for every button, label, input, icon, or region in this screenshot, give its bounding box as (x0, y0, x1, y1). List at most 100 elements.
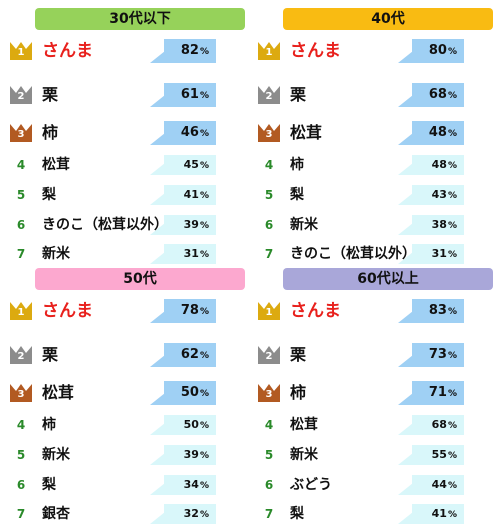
rank-number: 7 (16, 247, 26, 261)
item-name: さんま (290, 41, 341, 61)
percent-unit: % (199, 389, 209, 399)
percentage-value: 32% (165, 504, 209, 525)
rank-number: 1 (17, 47, 25, 58)
percentage-value: 31% (413, 244, 457, 265)
rank-number: 3 (17, 129, 25, 140)
percentage-number: 50 (183, 418, 199, 431)
ranking-row: 1 さんま 83% (258, 296, 468, 326)
percentage-number: 46 (180, 125, 199, 140)
percentage-number: 32 (183, 507, 199, 520)
item-name: 栗 (42, 85, 59, 104)
percentage-number: 31 (431, 247, 447, 260)
percent-unit: % (199, 307, 209, 317)
percentage-value: 44% (413, 475, 457, 496)
item-name: さんま (42, 301, 93, 321)
percentage-number: 73 (428, 347, 447, 362)
rank-number: 5 (16, 448, 26, 462)
percent-unit: % (447, 421, 457, 431)
ranking-row: 3 柿 46% (10, 118, 220, 148)
bronze-crown-icon: 3 (258, 124, 280, 142)
percentage-value: 38% (413, 215, 457, 236)
item-name: 柿 (290, 383, 307, 402)
panel-header: 30代以下 (35, 8, 245, 30)
item-name: 梨 (290, 187, 304, 203)
rank-number: 1 (265, 307, 273, 318)
percent-unit: % (447, 351, 457, 361)
silver-crown-icon: 2 (10, 346, 32, 364)
item-name: 梨 (42, 187, 56, 203)
item-name: 柿 (42, 123, 59, 142)
silver-crown-icon: 2 (258, 86, 280, 104)
percentage-bubble (150, 215, 216, 235)
item-name: 栗 (290, 345, 307, 364)
ranking-row: 1 さんま 82% (10, 36, 220, 66)
gold-crown-icon: 1 (10, 42, 32, 60)
rank-number: 4 (264, 158, 274, 172)
silver-crown-icon: 2 (258, 346, 280, 364)
percentage-value: 50% (165, 381, 209, 406)
percentage-bubble (398, 445, 464, 465)
percentage-number: 39 (183, 448, 199, 461)
rank-number: 6 (264, 218, 274, 232)
ranking-row: 4 松茸 68% (258, 413, 468, 437)
ranking-row: 2 栗 73% (258, 340, 468, 370)
percentage-number: 68 (428, 87, 447, 102)
item-name: 栗 (42, 345, 59, 364)
rank-number: 6 (16, 218, 26, 232)
item-name: きのこ（松茸以外） (290, 246, 416, 262)
gold-crown-icon: 1 (258, 302, 280, 320)
ranking-row: 3 松茸 50% (10, 378, 220, 408)
ranking-row: 3 柿 71% (258, 378, 468, 408)
percentage-bubble (150, 121, 216, 145)
item-name: 松茸 (42, 157, 70, 173)
percent-unit: % (447, 129, 457, 139)
silver-crown-icon: 2 (10, 86, 32, 104)
gold-crown-icon: 1 (258, 42, 280, 60)
percent-unit: % (447, 389, 457, 399)
percentage-number: 62 (180, 347, 199, 362)
percentage-bubble (150, 445, 216, 465)
rank-number: 3 (17, 389, 25, 400)
item-name: 新米 (290, 217, 318, 233)
ranking-row: 5 新米 39% (10, 443, 220, 467)
gold-crown-icon: 1 (10, 302, 32, 320)
percentage-value: 55% (413, 445, 457, 466)
panel-header: 40代 (283, 8, 493, 30)
percentage-number: 48 (428, 125, 447, 140)
ranking-row: 3 松茸 48% (258, 118, 468, 148)
percentage-number: 55 (431, 448, 447, 461)
percent-unit: % (447, 161, 457, 171)
rank-number: 1 (265, 47, 273, 58)
ranking-row: 6 ぶどう 44% (258, 473, 468, 497)
percentage-number: 61 (180, 87, 199, 102)
ranking-row: 1 さんま 78% (10, 296, 220, 326)
percentage-number: 45 (183, 158, 199, 171)
item-name: ぶどう (290, 477, 332, 493)
rank-number: 2 (265, 91, 273, 102)
item-name: 柿 (42, 417, 56, 433)
item-name: 新米 (42, 246, 70, 262)
ranking-row: 2 栗 61% (10, 80, 220, 110)
percentage-number: 41 (431, 507, 447, 520)
percentage-number: 39 (183, 218, 199, 231)
percentage-number: 41 (183, 188, 199, 201)
percentage-bubble (150, 185, 216, 205)
percentage-bubble (150, 415, 216, 435)
rank-number: 7 (264, 507, 274, 521)
percentage-bubble (150, 343, 216, 367)
percentage-bubble (398, 343, 464, 367)
percentage-bubble (398, 155, 464, 175)
ranking-row: 5 梨 41% (10, 183, 220, 207)
percentage-bubble (398, 415, 464, 435)
percentage-value: 39% (165, 215, 209, 236)
percent-unit: % (447, 91, 457, 101)
percent-unit: % (199, 451, 209, 461)
percentage-bubble (150, 155, 216, 175)
percent-unit: % (447, 47, 457, 57)
percent-unit: % (199, 161, 209, 171)
percentage-bubble (150, 381, 216, 405)
item-name: きのこ（松茸以外） (42, 217, 168, 233)
percent-unit: % (447, 510, 457, 520)
percentage-value: 41% (413, 504, 457, 525)
rank-number: 3 (265, 389, 273, 400)
